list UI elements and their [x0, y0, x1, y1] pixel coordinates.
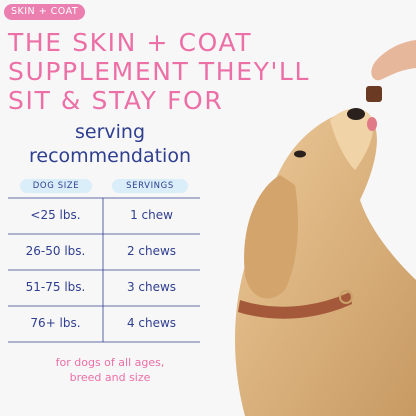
- cell: 51-75 lbs.: [25, 280, 86, 294]
- cell: <25 lbs.: [30, 208, 81, 222]
- subtitle: serving: [74, 121, 146, 143]
- cell: 76+ lbs.: [30, 316, 81, 330]
- headline: SIT & STAY FOR: [8, 86, 224, 115]
- column-header: SERVINGS: [112, 179, 188, 193]
- footnote: for dogs of all ages,: [55, 356, 165, 369]
- cell: 26-50 lbs.: [25, 244, 86, 258]
- cell: 1 chew: [130, 208, 173, 222]
- headline: SUPPLEMENT THEY'LL: [8, 57, 310, 86]
- footnote: breed and size: [69, 371, 151, 384]
- cell: 3 chews: [126, 280, 177, 294]
- column-header: DOG SIZE: [20, 179, 92, 193]
- subtitle: recommendation: [28, 145, 191, 167]
- badge: SKIN + COAT: [4, 4, 86, 20]
- headline: THE SKIN + COAT: [8, 28, 253, 57]
- cell: 4 chews: [126, 316, 177, 330]
- cell: 2 chews: [126, 244, 177, 258]
